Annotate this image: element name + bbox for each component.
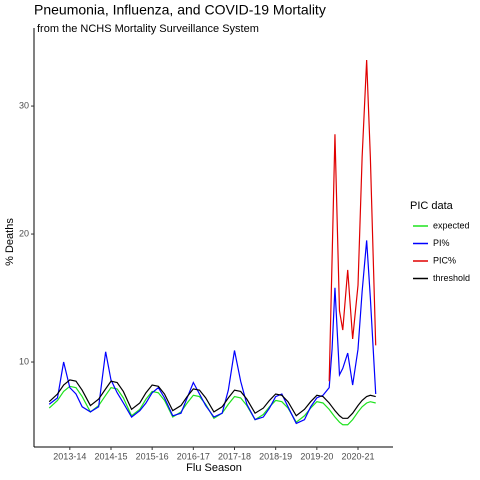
y-tick-label: 20: [19, 228, 29, 238]
legend-title: PIC data: [410, 200, 454, 212]
legend-label: expected: [433, 220, 470, 230]
x-tick-label: 2019-20: [300, 451, 333, 461]
line: [48, 385, 376, 426]
y-tick-label: 10: [19, 356, 29, 366]
line: [328, 59, 377, 382]
legend-label: PIC%: [433, 255, 456, 265]
chart-title: Pneumonia, Influenza, and COVID-19 Morta…: [34, 2, 326, 18]
x-tick-label: 2015-16: [136, 451, 169, 461]
line: [48, 379, 376, 419]
x-tick-label: 2020-21: [341, 451, 374, 461]
line: [48, 240, 377, 425]
y-axis-label: % Deaths: [4, 218, 16, 266]
x-tick-label: 2017-18: [218, 451, 251, 461]
x-tick-label: 2016-17: [177, 451, 210, 461]
x-axis-label: Flu Season: [186, 462, 242, 474]
y-tick-label: 30: [19, 100, 29, 110]
x-tick-label: 2014-15: [94, 451, 127, 461]
legend-label: PI%: [433, 238, 450, 248]
legend-label: threshold: [433, 273, 470, 283]
x-tick-label: 2013-14: [53, 451, 86, 461]
x-tick-label: 2018-19: [259, 451, 292, 461]
chart-subtitle: from the NCHS Mortality Surveillance Sys…: [37, 23, 259, 35]
